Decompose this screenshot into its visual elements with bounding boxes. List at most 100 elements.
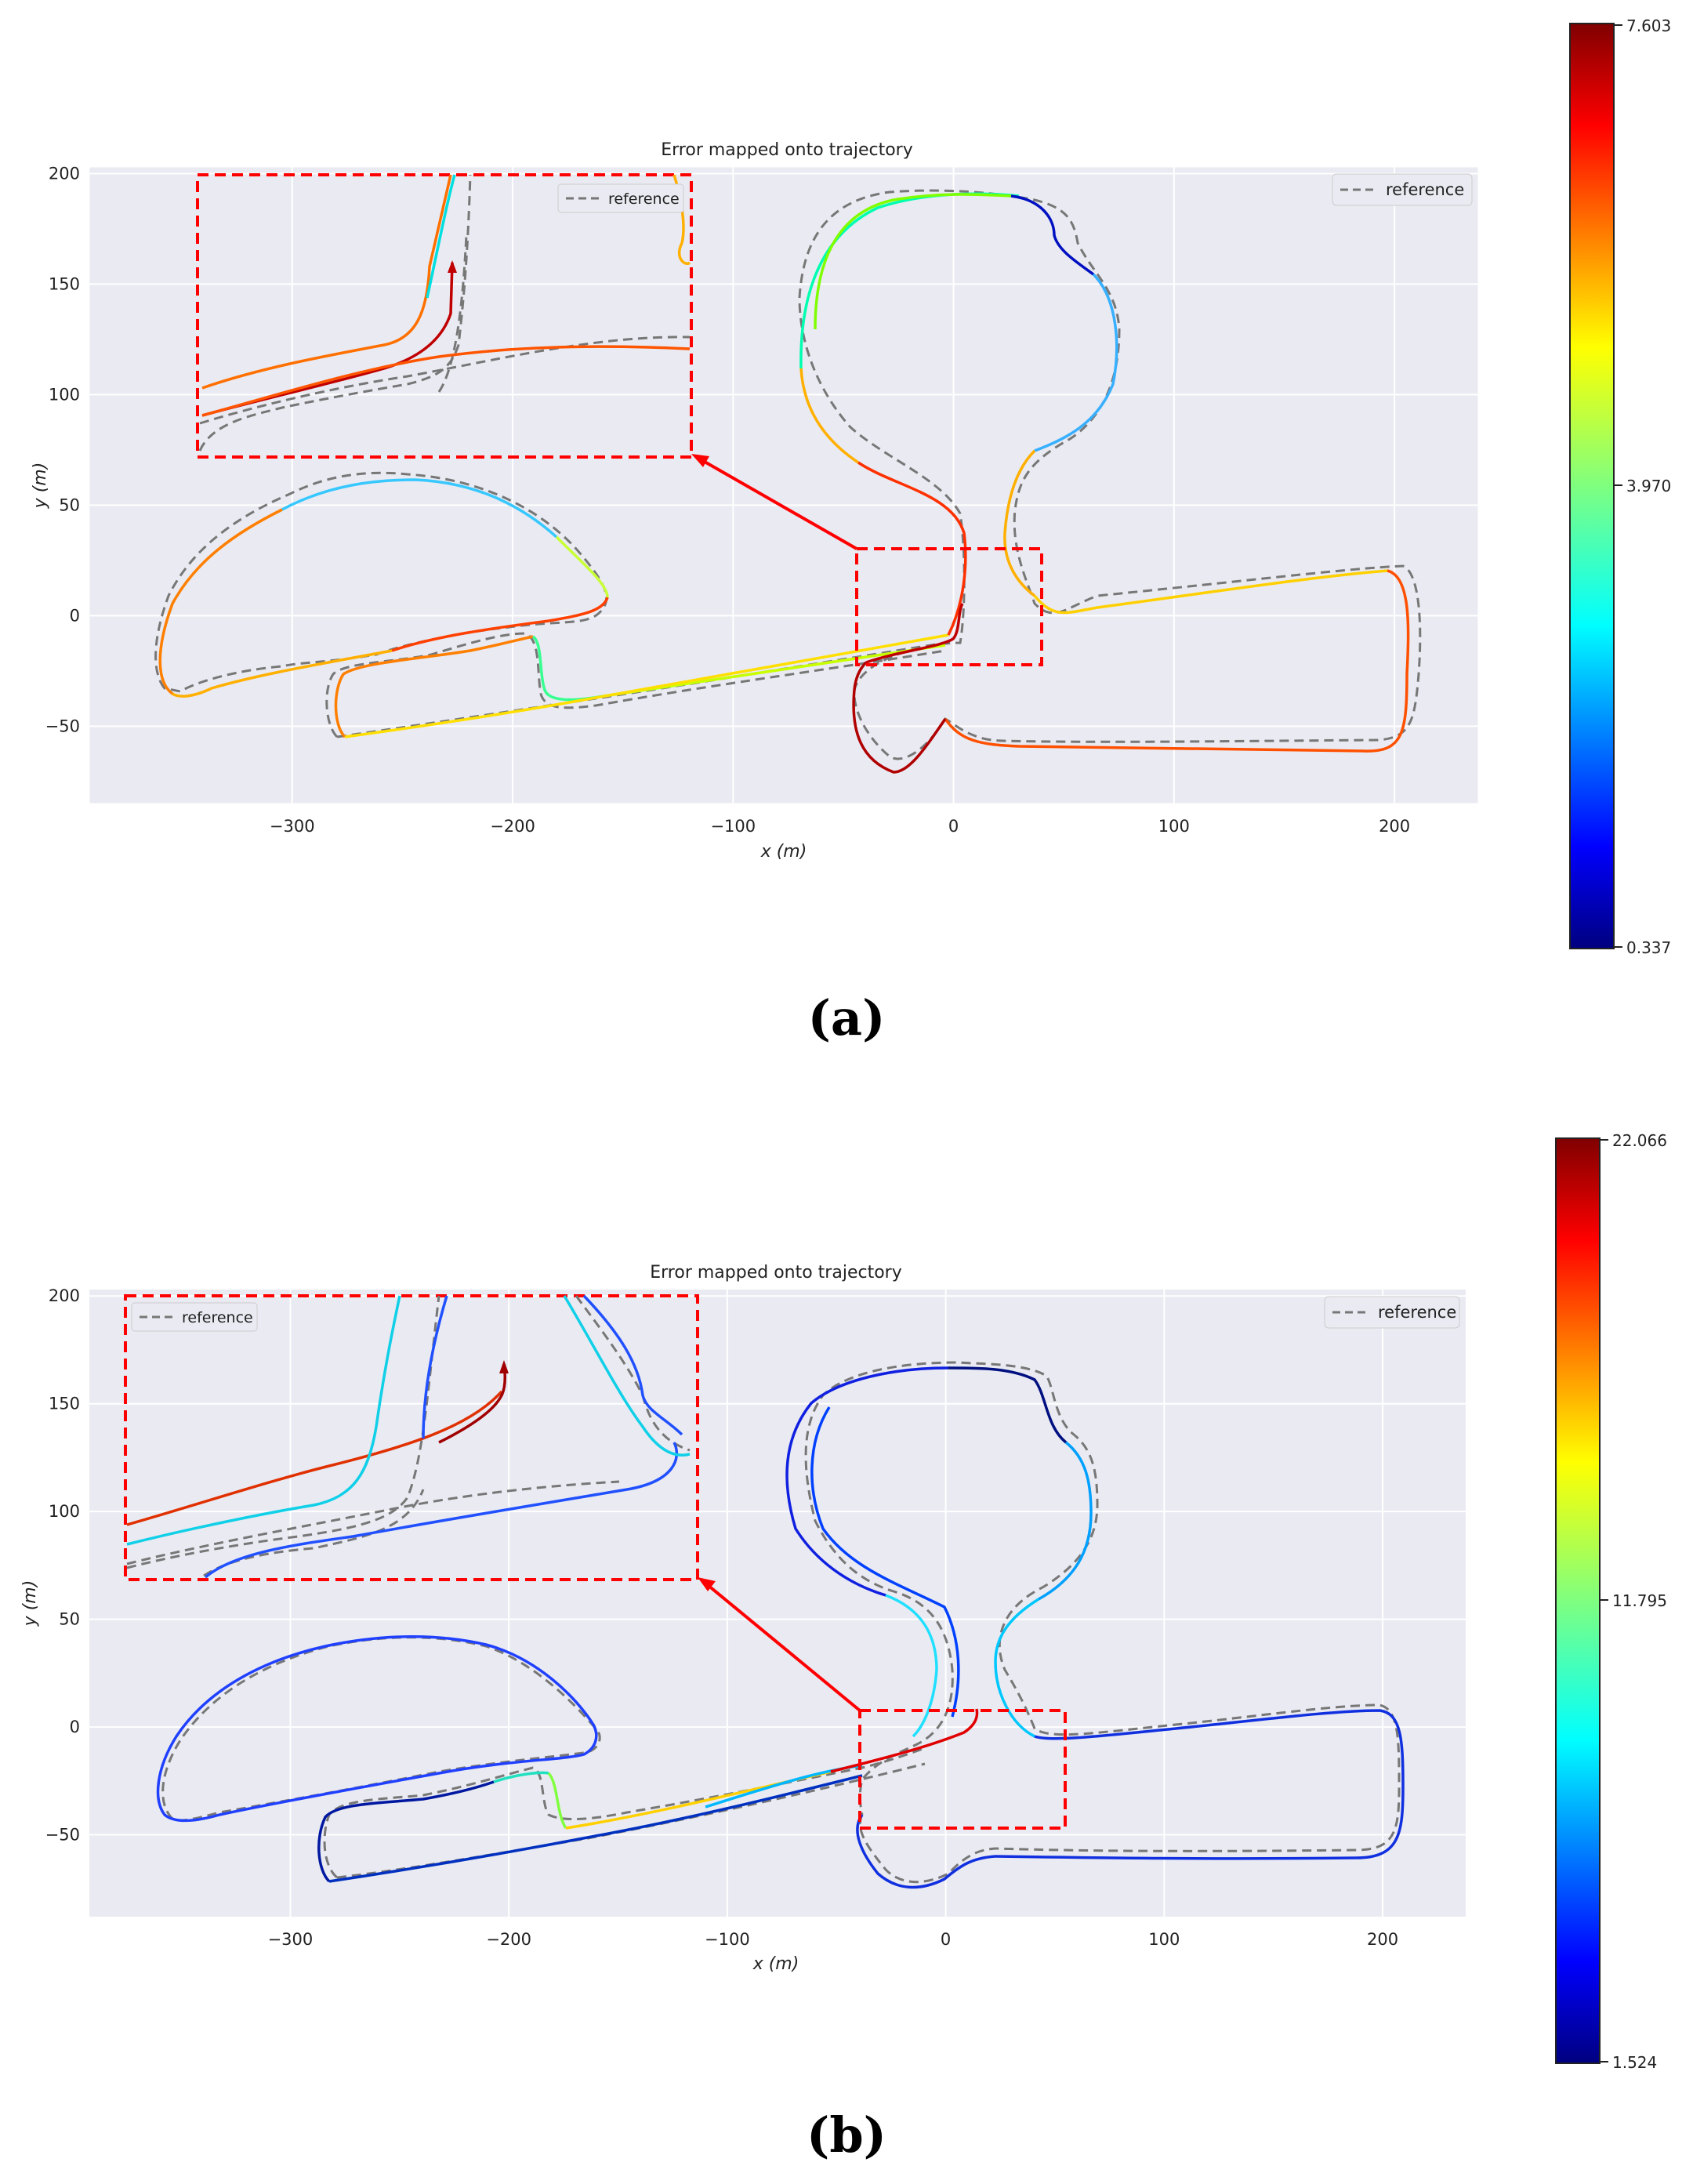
chart-b-ylabel: y (m) bbox=[20, 1580, 40, 1627]
colorbar-a-max-label: 7.603 bbox=[1626, 16, 1671, 35]
caption-b: (b) bbox=[807, 2106, 886, 2164]
chart-a-reference-left-loop bbox=[154, 471, 608, 693]
chart-a-legend-label: reference bbox=[1386, 180, 1464, 199]
chart-a-plot-area bbox=[89, 167, 1478, 804]
y-tick-label: 100 bbox=[49, 385, 80, 404]
chart-a-zoom-arrowhead bbox=[691, 454, 709, 467]
chart-b-estimate-left-loop bbox=[156, 1634, 598, 1823]
chart-a-estimate-right-loop-top-inner bbox=[814, 193, 1012, 330]
chart-a-estimate-right-loop-outer bbox=[799, 368, 859, 464]
colorbar-b-mid-label: 11.795 bbox=[1612, 1591, 1667, 1610]
y-tick-label: −50 bbox=[45, 1826, 80, 1845]
chart-a-zoom-box bbox=[855, 547, 1043, 666]
chart-b-inset-estimate-blue-right bbox=[582, 1294, 683, 1436]
chart-a-inset-box bbox=[196, 173, 693, 459]
chart-b-inset-legend: reference bbox=[131, 1302, 258, 1332]
chart-b-inset-estimate-cyan bbox=[126, 1295, 401, 1546]
chart-b-zoom-box bbox=[858, 1709, 1067, 1830]
chart-a-estimate-left-loop-base bbox=[172, 649, 393, 698]
chart-a-estimate-start bbox=[852, 661, 947, 774]
chart-a-inset-legend-label: reference bbox=[608, 190, 680, 208]
chart-b-inset-estimate-darkred bbox=[438, 1363, 506, 1444]
chart-a-inset-legend: reference bbox=[557, 183, 684, 213]
chart-b-estimate-right-neck-cyan bbox=[994, 1598, 1039, 1738]
colorbar-a-mid-label: 3.970 bbox=[1626, 477, 1671, 495]
x-tick-label: 200 bbox=[1379, 817, 1410, 836]
chart-a-estimate-left-loop-right bbox=[555, 535, 609, 598]
colorbar-b-min-label: 1.524 bbox=[1612, 2053, 1657, 2072]
chart-b-estimate-bottom-cyan bbox=[493, 1771, 549, 1783]
y-tick-label: −50 bbox=[45, 717, 80, 735]
chart-a-estimate-right-loop-top-right bbox=[1010, 194, 1095, 276]
x-tick-label: 0 bbox=[948, 817, 959, 836]
chart-b-inset-estimate-red bbox=[126, 1390, 503, 1526]
chart-b-zoom-arrowhead bbox=[698, 1577, 716, 1591]
chart-b-series: reference bbox=[124, 1294, 1405, 1889]
chart-b-inset-estimate-blue-2 bbox=[422, 1295, 448, 1439]
x-tick-label: 100 bbox=[1148, 1930, 1180, 1949]
chart-a-estimate-lower-road-2 bbox=[344, 633, 949, 738]
chart-a-zoom-arrow bbox=[698, 457, 857, 550]
y-tick-label: 200 bbox=[49, 1286, 80, 1305]
chart-a-estimate-right-end bbox=[944, 569, 1410, 753]
chart-b-estimate-right-loop-top-left bbox=[785, 1366, 949, 1597]
chart-a-ylabel: y (m) bbox=[31, 463, 50, 510]
y-tick-label: 0 bbox=[70, 606, 80, 625]
chart-b-inset-estimate-blue bbox=[204, 1442, 679, 1579]
y-tick-label: 100 bbox=[49, 1502, 80, 1521]
x-tick-label: −100 bbox=[705, 1930, 750, 1949]
chart-a-legend: reference bbox=[1332, 173, 1473, 206]
chart-a-inset-reference bbox=[198, 174, 691, 452]
caption-a: (a) bbox=[808, 989, 886, 1047]
chart-b-grid bbox=[89, 1290, 1466, 1917]
chart-b-inset-arrowhead bbox=[499, 1360, 509, 1373]
chart-b-estimate-bottom-loop bbox=[317, 1780, 495, 1883]
chart-b-estimate-bottom-green bbox=[547, 1772, 567, 1830]
chart-b-estimate-right-loop-inner bbox=[810, 1406, 960, 1718]
colorbar-b-max-label: 22.066 bbox=[1612, 1131, 1667, 1150]
panel-b: Error mapped onto trajectory −300 −200 −10… bbox=[0, 1097, 1693, 2184]
x-tick-label: −300 bbox=[270, 817, 315, 836]
chart-b-legend-label: reference bbox=[1378, 1303, 1456, 1322]
chart-b-estimate-red-start bbox=[830, 1708, 979, 1773]
y-tick-label: 50 bbox=[59, 1610, 80, 1629]
chart-b-title: Error mapped onto trajectory bbox=[650, 1263, 901, 1282]
chart-a-ticks: −300 −200 −100 0 100 200 −50 0 50 100 150 200 bbox=[45, 164, 1410, 836]
chart-a-xlabel: x (m) bbox=[760, 842, 807, 862]
chart-b-legend: reference bbox=[1324, 1296, 1460, 1329]
chart-b-zoom-arrow bbox=[706, 1584, 861, 1712]
x-tick-label: 200 bbox=[1367, 1930, 1398, 1949]
chart-a-inset-arrowhead bbox=[448, 260, 457, 273]
chart-a-estimate-junction bbox=[865, 603, 964, 664]
chart-b-estimate-right-loop-neck-left bbox=[885, 1594, 938, 1738]
chart-b-inset-box bbox=[124, 1294, 699, 1581]
x-tick-label: −200 bbox=[486, 1930, 531, 1949]
colorbar-a bbox=[1569, 23, 1615, 949]
x-tick-label: −100 bbox=[710, 817, 756, 836]
chart-b-estimate-right-loop-outer bbox=[856, 1709, 1405, 1889]
chart-a-estimate-right-loop-neck bbox=[1003, 449, 1036, 597]
y-tick-label: 50 bbox=[59, 495, 80, 514]
x-tick-label: −300 bbox=[268, 1930, 314, 1949]
chart-a-estimate-right-road bbox=[1033, 569, 1388, 615]
chart-b-svg: Error mapped onto trajectory −300 −200 −10… bbox=[20, 1131, 1667, 2164]
y-tick-label: 150 bbox=[49, 274, 80, 293]
x-tick-label: 0 bbox=[941, 1930, 951, 1949]
colorbar-a-min-label: 0.337 bbox=[1626, 938, 1671, 957]
chart-a-inset-estimate-orange bbox=[201, 174, 452, 390]
chart-a-estimate-left-loop bbox=[158, 508, 283, 695]
x-tick-label: −200 bbox=[490, 817, 535, 836]
chart-b-inset-legend-label: reference bbox=[182, 1309, 253, 1326]
chart-a-inset-estimate-orange-2 bbox=[201, 345, 691, 417]
chart-b-ticks: −300 −200 −100 0 100 200 −50 0 50 100 150 200 bbox=[45, 1286, 1398, 1949]
chart-a-series: reference bbox=[154, 173, 1422, 774]
chart-b-inset-reference bbox=[126, 1295, 691, 1577]
chart-a-estimate-left-loop-bottom bbox=[391, 597, 609, 652]
chart-a-estimate-right-loop-left bbox=[857, 461, 967, 636]
chart-b-inset-estimate-cyan-right bbox=[563, 1295, 691, 1457]
chart-a-svg: Error mapped onto trajectory −300 −200 −10… bbox=[31, 16, 1671, 1047]
chart-b-xlabel: x (m) bbox=[752, 1954, 799, 1974]
chart-b-estimate-lower-road-blue bbox=[328, 1774, 863, 1883]
chart-a-estimate-right-loop-right bbox=[1034, 273, 1118, 452]
chart-b-estimate-right-loop-top-right bbox=[948, 1366, 1068, 1444]
